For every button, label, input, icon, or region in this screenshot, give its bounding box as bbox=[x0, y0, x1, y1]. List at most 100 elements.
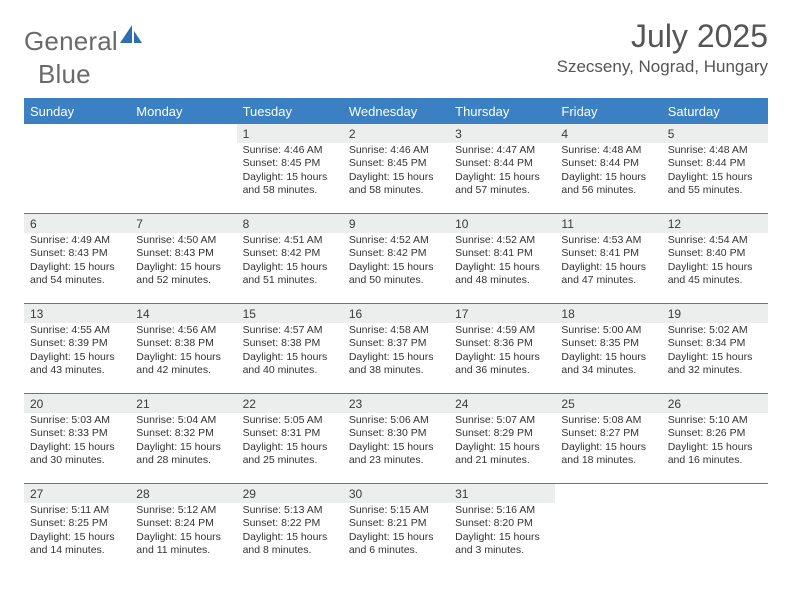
calendar: SundayMondayTuesdayWednesdayThursdayFrid… bbox=[24, 98, 768, 573]
day-number: 3 bbox=[449, 124, 555, 143]
day-cell: 26Sunrise: 5:10 AMSunset: 8:26 PMDayligh… bbox=[662, 393, 768, 483]
week-row: 20Sunrise: 5:03 AMSunset: 8:33 PMDayligh… bbox=[24, 393, 768, 483]
day-detail: Sunrise: 4:47 AMSunset: 8:44 PMDaylight:… bbox=[449, 143, 555, 202]
day-number: 24 bbox=[449, 394, 555, 413]
day-number: 6 bbox=[24, 214, 130, 233]
day-cell: 1Sunrise: 4:46 AMSunset: 8:45 PMDaylight… bbox=[237, 123, 343, 213]
day-number: 16 bbox=[343, 304, 449, 323]
day-detail: Sunrise: 4:46 AMSunset: 8:45 PMDaylight:… bbox=[237, 143, 343, 202]
day-header: Friday bbox=[555, 100, 661, 123]
day-cell: 5Sunrise: 4:48 AMSunset: 8:44 PMDaylight… bbox=[662, 123, 768, 213]
day-number: 14 bbox=[130, 304, 236, 323]
page: General July 2025 Szecseny, Nograd, Hung… bbox=[0, 0, 792, 573]
day-number: 4 bbox=[555, 124, 661, 143]
day-number: 9 bbox=[343, 214, 449, 233]
day-cell: 11Sunrise: 4:53 AMSunset: 8:41 PMDayligh… bbox=[555, 213, 661, 303]
day-number: 19 bbox=[662, 304, 768, 323]
day-cell: 8Sunrise: 4:51 AMSunset: 8:42 PMDaylight… bbox=[237, 213, 343, 303]
day-cell: 3Sunrise: 4:47 AMSunset: 8:44 PMDaylight… bbox=[449, 123, 555, 213]
day-header: Tuesday bbox=[237, 100, 343, 123]
day-cell bbox=[130, 123, 236, 213]
location: Szecseny, Nograd, Hungary bbox=[557, 57, 768, 77]
day-number: 17 bbox=[449, 304, 555, 323]
day-number: 7 bbox=[130, 214, 236, 233]
day-detail: Sunrise: 5:00 AMSunset: 8:35 PMDaylight:… bbox=[555, 323, 661, 382]
day-number: 21 bbox=[130, 394, 236, 413]
day-cell: 24Sunrise: 5:07 AMSunset: 8:29 PMDayligh… bbox=[449, 393, 555, 483]
day-detail: Sunrise: 5:06 AMSunset: 8:30 PMDaylight:… bbox=[343, 413, 449, 472]
day-number: 10 bbox=[449, 214, 555, 233]
day-detail: Sunrise: 5:03 AMSunset: 8:33 PMDaylight:… bbox=[24, 413, 130, 472]
day-detail: Sunrise: 4:54 AMSunset: 8:40 PMDaylight:… bbox=[662, 233, 768, 292]
day-cell bbox=[662, 483, 768, 573]
day-detail: Sunrise: 5:08 AMSunset: 8:27 PMDaylight:… bbox=[555, 413, 661, 472]
day-detail: Sunrise: 4:57 AMSunset: 8:38 PMDaylight:… bbox=[237, 323, 343, 382]
day-cell: 6Sunrise: 4:49 AMSunset: 8:43 PMDaylight… bbox=[24, 213, 130, 303]
day-number: 29 bbox=[237, 484, 343, 503]
day-cell: 22Sunrise: 5:05 AMSunset: 8:31 PMDayligh… bbox=[237, 393, 343, 483]
day-header: Monday bbox=[130, 100, 236, 123]
logo-sail-icon bbox=[118, 23, 144, 54]
day-number: 25 bbox=[555, 394, 661, 413]
day-number: 28 bbox=[130, 484, 236, 503]
day-cell: 21Sunrise: 5:04 AMSunset: 8:32 PMDayligh… bbox=[130, 393, 236, 483]
day-number: 31 bbox=[449, 484, 555, 503]
day-cell: 2Sunrise: 4:46 AMSunset: 8:45 PMDaylight… bbox=[343, 123, 449, 213]
day-cell: 20Sunrise: 5:03 AMSunset: 8:33 PMDayligh… bbox=[24, 393, 130, 483]
day-number: 11 bbox=[555, 214, 661, 233]
calendar-body: 1Sunrise: 4:46 AMSunset: 8:45 PMDaylight… bbox=[24, 123, 768, 573]
day-cell: 7Sunrise: 4:50 AMSunset: 8:43 PMDaylight… bbox=[130, 213, 236, 303]
day-detail: Sunrise: 5:04 AMSunset: 8:32 PMDaylight:… bbox=[130, 413, 236, 472]
day-header: Sunday bbox=[24, 100, 130, 123]
day-number: 2 bbox=[343, 124, 449, 143]
day-cell: 31Sunrise: 5:16 AMSunset: 8:20 PMDayligh… bbox=[449, 483, 555, 573]
day-detail: Sunrise: 5:12 AMSunset: 8:24 PMDaylight:… bbox=[130, 503, 236, 562]
day-detail: Sunrise: 5:15 AMSunset: 8:21 PMDaylight:… bbox=[343, 503, 449, 562]
day-number: 22 bbox=[237, 394, 343, 413]
logo-word2: Blue bbox=[38, 59, 91, 90]
day-cell: 16Sunrise: 4:58 AMSunset: 8:37 PMDayligh… bbox=[343, 303, 449, 393]
logo: General bbox=[24, 18, 146, 57]
day-cell: 15Sunrise: 4:57 AMSunset: 8:38 PMDayligh… bbox=[237, 303, 343, 393]
day-detail: Sunrise: 4:58 AMSunset: 8:37 PMDaylight:… bbox=[343, 323, 449, 382]
day-detail: Sunrise: 4:55 AMSunset: 8:39 PMDaylight:… bbox=[24, 323, 130, 382]
day-cell: 18Sunrise: 5:00 AMSunset: 8:35 PMDayligh… bbox=[555, 303, 661, 393]
day-detail: Sunrise: 4:48 AMSunset: 8:44 PMDaylight:… bbox=[662, 143, 768, 202]
week-row: 1Sunrise: 4:46 AMSunset: 8:45 PMDaylight… bbox=[24, 123, 768, 213]
day-header: Wednesday bbox=[343, 100, 449, 123]
day-detail: Sunrise: 5:16 AMSunset: 8:20 PMDaylight:… bbox=[449, 503, 555, 562]
day-number: 20 bbox=[24, 394, 130, 413]
day-number: 1 bbox=[237, 124, 343, 143]
day-detail: Sunrise: 4:48 AMSunset: 8:44 PMDaylight:… bbox=[555, 143, 661, 202]
day-detail: Sunrise: 5:07 AMSunset: 8:29 PMDaylight:… bbox=[449, 413, 555, 472]
day-cell: 14Sunrise: 4:56 AMSunset: 8:38 PMDayligh… bbox=[130, 303, 236, 393]
day-number: 18 bbox=[555, 304, 661, 323]
day-detail: Sunrise: 4:49 AMSunset: 8:43 PMDaylight:… bbox=[24, 233, 130, 292]
day-cell bbox=[24, 123, 130, 213]
day-cell: 30Sunrise: 5:15 AMSunset: 8:21 PMDayligh… bbox=[343, 483, 449, 573]
month-title: July 2025 bbox=[557, 18, 768, 55]
day-number: 12 bbox=[662, 214, 768, 233]
day-cell: 4Sunrise: 4:48 AMSunset: 8:44 PMDaylight… bbox=[555, 123, 661, 213]
day-header-row: SundayMondayTuesdayWednesdayThursdayFrid… bbox=[24, 100, 768, 123]
day-header: Thursday bbox=[449, 100, 555, 123]
day-number: 15 bbox=[237, 304, 343, 323]
day-detail: Sunrise: 4:46 AMSunset: 8:45 PMDaylight:… bbox=[343, 143, 449, 202]
day-detail: Sunrise: 5:11 AMSunset: 8:25 PMDaylight:… bbox=[24, 503, 130, 562]
day-detail: Sunrise: 5:13 AMSunset: 8:22 PMDaylight:… bbox=[237, 503, 343, 562]
day-number: 27 bbox=[24, 484, 130, 503]
day-cell: 17Sunrise: 4:59 AMSunset: 8:36 PMDayligh… bbox=[449, 303, 555, 393]
day-detail: Sunrise: 4:53 AMSunset: 8:41 PMDaylight:… bbox=[555, 233, 661, 292]
day-number: 30 bbox=[343, 484, 449, 503]
title-block: July 2025 Szecseny, Nograd, Hungary bbox=[557, 18, 768, 77]
week-row: 27Sunrise: 5:11 AMSunset: 8:25 PMDayligh… bbox=[24, 483, 768, 573]
day-cell: 29Sunrise: 5:13 AMSunset: 8:22 PMDayligh… bbox=[237, 483, 343, 573]
day-cell: 19Sunrise: 5:02 AMSunset: 8:34 PMDayligh… bbox=[662, 303, 768, 393]
day-number: 5 bbox=[662, 124, 768, 143]
day-cell: 28Sunrise: 5:12 AMSunset: 8:24 PMDayligh… bbox=[130, 483, 236, 573]
day-cell: 9Sunrise: 4:52 AMSunset: 8:42 PMDaylight… bbox=[343, 213, 449, 303]
week-row: 6Sunrise: 4:49 AMSunset: 8:43 PMDaylight… bbox=[24, 213, 768, 303]
day-detail: Sunrise: 4:56 AMSunset: 8:38 PMDaylight:… bbox=[130, 323, 236, 382]
day-detail: Sunrise: 4:52 AMSunset: 8:41 PMDaylight:… bbox=[449, 233, 555, 292]
day-cell: 12Sunrise: 4:54 AMSunset: 8:40 PMDayligh… bbox=[662, 213, 768, 303]
